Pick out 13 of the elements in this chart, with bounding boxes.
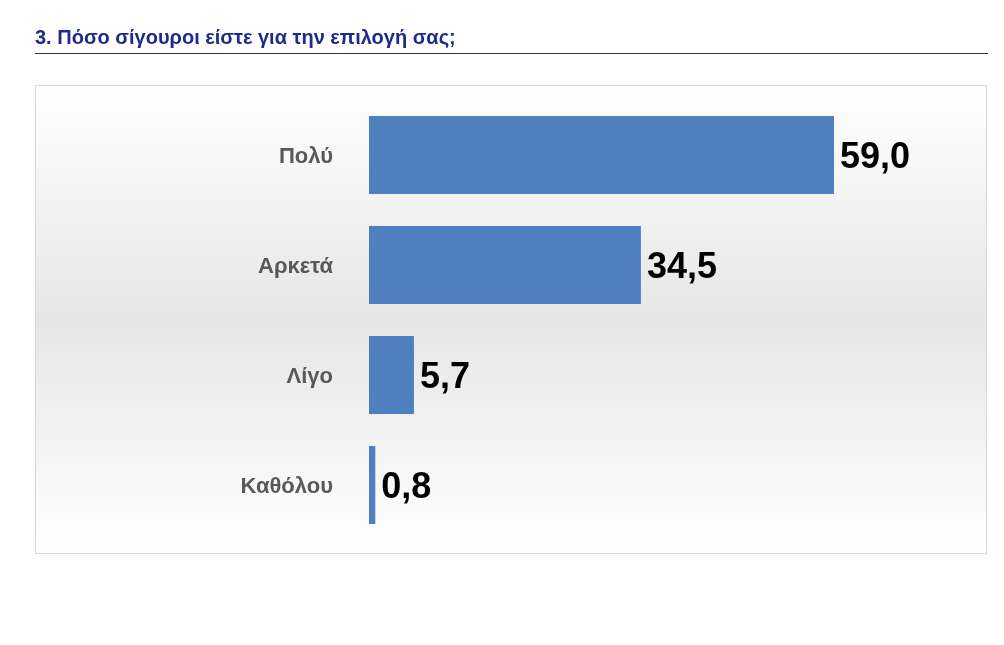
y-tick-label: Πολύ bbox=[278, 142, 333, 168]
bar bbox=[369, 336, 414, 414]
data-label: 59,0 bbox=[840, 134, 911, 176]
data-label: 5,7 bbox=[419, 354, 470, 396]
y-tick-label: Αρκετά bbox=[258, 252, 334, 278]
data-label: 0,8 bbox=[381, 464, 432, 506]
bar bbox=[369, 116, 834, 194]
y-tick-label: Καθόλου bbox=[240, 472, 333, 498]
data-label: 34,5 bbox=[646, 244, 717, 286]
y-tick-label: Λίγο bbox=[286, 362, 333, 388]
bar bbox=[369, 446, 376, 524]
chart-title: 3. Πόσο σίγουροι είστε για την επιλογή σας; bbox=[35, 26, 988, 54]
bar bbox=[369, 226, 641, 304]
